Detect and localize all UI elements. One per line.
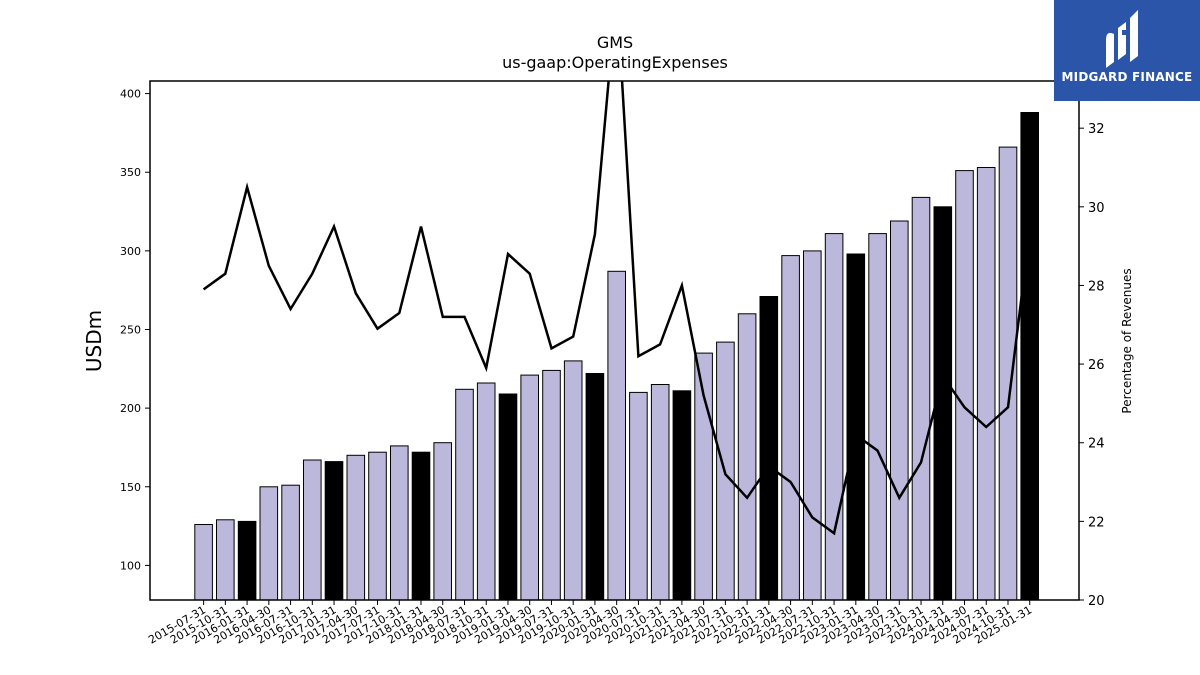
bar bbox=[303, 459, 322, 601]
bar bbox=[498, 393, 518, 601]
bar bbox=[324, 461, 344, 601]
bar bbox=[868, 233, 887, 601]
bar bbox=[629, 391, 648, 601]
bar bbox=[520, 374, 540, 601]
bar bbox=[803, 250, 822, 601]
bar bbox=[672, 390, 692, 601]
y2-tick-label: 28 bbox=[1088, 279, 1105, 294]
bar bbox=[737, 313, 757, 601]
bar bbox=[998, 146, 1018, 601]
y-axis-label: USDm bbox=[82, 310, 106, 372]
brand-logo: MIDGARD FINANCE bbox=[1054, 0, 1200, 101]
bar bbox=[585, 373, 605, 601]
bar bbox=[846, 253, 866, 601]
bar bbox=[433, 442, 452, 601]
bar bbox=[1020, 112, 1040, 601]
bar bbox=[411, 451, 431, 601]
bar bbox=[390, 445, 409, 601]
y-tick-label: 400 bbox=[120, 88, 141, 101]
bar bbox=[346, 454, 366, 601]
bar bbox=[563, 360, 583, 601]
bars-group bbox=[194, 112, 1040, 601]
y2-tick-label: 20 bbox=[1088, 594, 1105, 609]
bar bbox=[607, 270, 627, 601]
bar bbox=[781, 255, 800, 601]
y-tick-label: 150 bbox=[120, 481, 141, 494]
bar bbox=[216, 519, 235, 601]
bar bbox=[759, 296, 779, 601]
bar bbox=[237, 520, 257, 601]
bar bbox=[476, 382, 496, 601]
y2-tick-label: 26 bbox=[1088, 358, 1105, 373]
y2-tick-label: 24 bbox=[1088, 437, 1105, 452]
bar bbox=[259, 486, 279, 601]
y2-tick-label: 22 bbox=[1088, 515, 1105, 530]
bar bbox=[194, 524, 213, 601]
bar bbox=[955, 170, 974, 601]
y-tick-label: 350 bbox=[120, 166, 141, 179]
y2-axis-label: Percentage of Revenues bbox=[1120, 268, 1134, 413]
bar bbox=[824, 233, 844, 601]
bar bbox=[281, 484, 300, 601]
bar bbox=[650, 384, 670, 601]
bar bbox=[455, 388, 474, 601]
y2-tick-label: 30 bbox=[1088, 201, 1105, 216]
bar bbox=[976, 167, 996, 601]
brand-name: MIDGARD FINANCE bbox=[1061, 70, 1193, 84]
line-group bbox=[202, 81, 1031, 536]
y-tick-label: 300 bbox=[120, 245, 141, 258]
chart-title: GMS bbox=[597, 33, 633, 52]
plot-frame bbox=[149, 80, 1080, 601]
axes-group: 100150200250300350400202224262830322015-… bbox=[120, 80, 1105, 647]
y-tick-label: 200 bbox=[120, 402, 141, 415]
brand-logo-icon bbox=[1106, 10, 1138, 68]
line-series bbox=[202, 81, 1031, 536]
y2-tick-label: 32 bbox=[1088, 122, 1105, 137]
y-tick-label: 250 bbox=[120, 323, 141, 336]
bar bbox=[911, 196, 931, 601]
bar bbox=[890, 220, 909, 601]
bar bbox=[542, 369, 561, 601]
chart-subtitle: us-gaap:OperatingExpenses bbox=[502, 53, 728, 72]
bar bbox=[368, 451, 387, 601]
y-tick-label: 100 bbox=[120, 559, 141, 572]
